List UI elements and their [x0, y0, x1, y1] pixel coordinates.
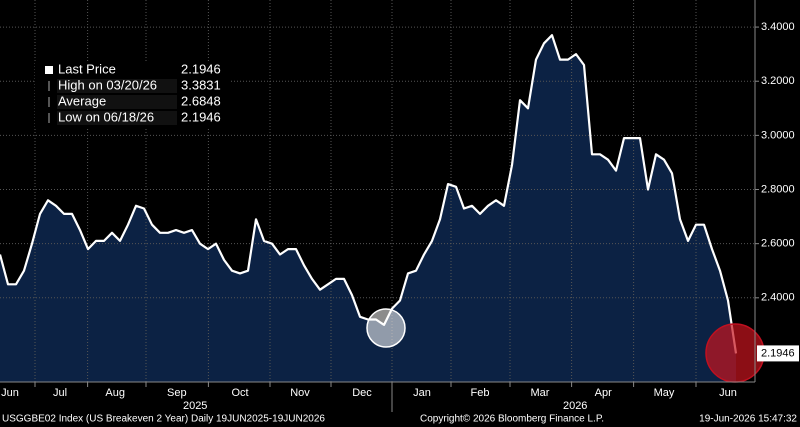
- last-value-tag: [757, 345, 799, 362]
- legend-value: 2.1946: [181, 61, 221, 76]
- x-tick-label: Nov: [290, 387, 310, 399]
- x-tick-label: May: [654, 387, 675, 399]
- y-tick-label: 2.8000: [761, 183, 795, 195]
- legend-swatch: [45, 66, 53, 74]
- x-tick-label: Aug: [105, 387, 125, 399]
- footer-right: 19-Jun-2026 15:47:32: [699, 414, 797, 425]
- x-tick-label: Jul: [53, 387, 67, 399]
- legend-label: High on 03/20/26: [58, 77, 157, 92]
- legend-label: Last Price: [58, 61, 116, 76]
- low-marker-circle: [366, 308, 406, 348]
- legend-label: Low on 06/18/26: [58, 109, 154, 124]
- y-tick-label: 3.0000: [761, 129, 795, 141]
- legend-value: 3.3831: [181, 77, 221, 92]
- legend-label-bg: [57, 111, 177, 125]
- legend-label-bg: [57, 95, 177, 109]
- y-tick-label: 3.2000: [761, 75, 795, 87]
- year-label: 2025: [183, 400, 207, 412]
- x-tick-label: Dec: [352, 387, 372, 399]
- area-fill: [0, 35, 736, 382]
- y-tick-label: 2.6000: [761, 238, 795, 250]
- x-tick-label: Oct: [231, 387, 248, 399]
- x-tick-label: Jun: [719, 387, 737, 399]
- legend-value: 2.6848: [181, 93, 221, 108]
- legend-label-bg: [57, 79, 177, 93]
- footer-left: USGGBE02 Index (US Breakeven 2 Year) Dai…: [2, 414, 325, 425]
- legend-label: Average: [58, 93, 106, 108]
- x-tick-label: Jan: [413, 387, 431, 399]
- x-tick-label: Sep: [167, 387, 187, 399]
- legend-label-bg: [57, 63, 177, 77]
- y-tick-label: 3.4000: [761, 21, 795, 33]
- last-value-label: 2.1946: [761, 347, 795, 359]
- y-tick-label: 2.4000: [761, 292, 795, 304]
- x-tick-label: Apr: [595, 387, 612, 399]
- legend-value: 2.1946: [181, 109, 221, 124]
- price-line: [0, 34, 738, 354]
- footer-center: Copyright© 2026 Bloomberg Finance L.P.: [420, 414, 604, 425]
- x-tick-label: Jun: [1, 387, 19, 399]
- year-label: 2026: [563, 400, 587, 412]
- x-tick-label: Feb: [471, 387, 490, 399]
- x-tick-label: Mar: [531, 387, 550, 399]
